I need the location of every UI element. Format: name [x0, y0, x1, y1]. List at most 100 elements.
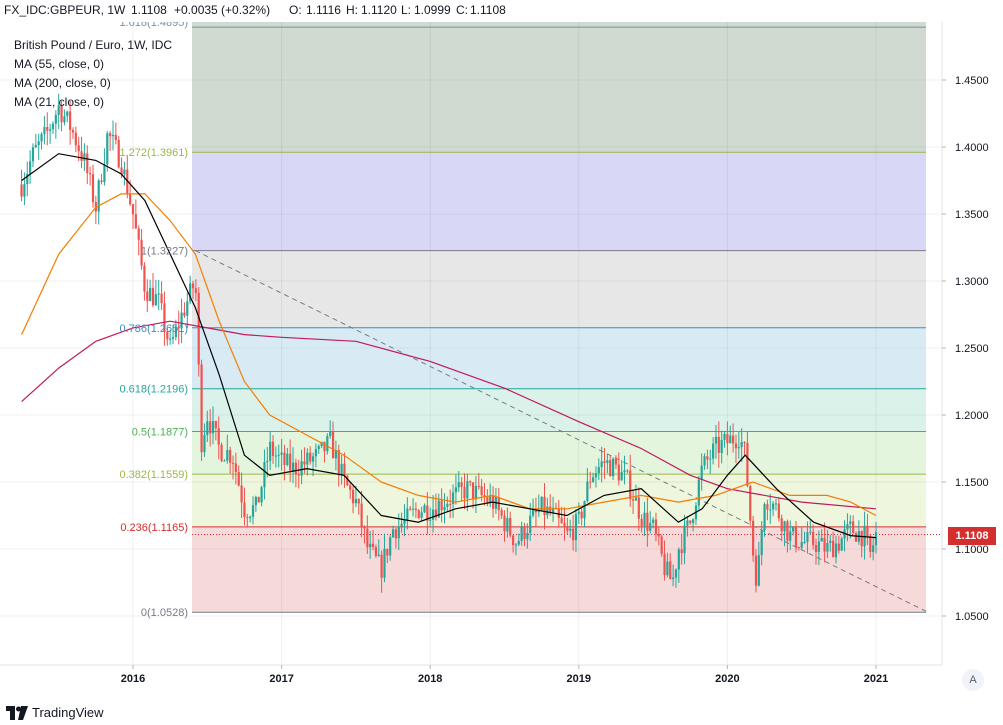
- candle-body: [329, 431, 332, 436]
- candle-body: [97, 180, 100, 212]
- ma55-line: [21, 153, 877, 539]
- candle-body: [337, 450, 340, 476]
- candle-body: [577, 511, 580, 514]
- candle-body: [400, 523, 403, 527]
- candle-body: [534, 509, 538, 513]
- candle-body: [737, 447, 740, 449]
- price-axis: 1.4500 1.4000 1.3500 1.3000 1.2500 1.2000 1.15…: [941, 22, 1003, 700]
- candle-body: [46, 127, 49, 131]
- fib-level-label: 0.5(1.1877): [132, 426, 188, 438]
- fib-level-label: 0.236(1.1165): [120, 522, 188, 534]
- candle-body: [306, 452, 309, 465]
- candle-body: [443, 506, 446, 511]
- candle-body: [363, 526, 366, 529]
- candle-body: [197, 292, 200, 365]
- candle-body: [146, 291, 149, 301]
- candle-body: [649, 522, 652, 531]
- candle-body: [320, 441, 323, 447]
- candle-body: [51, 123, 55, 130]
- ma200-line: [21, 320, 877, 510]
- candle-body: [603, 461, 606, 464]
- tradingview-brand[interactable]: TradingView: [32, 705, 104, 720]
- candle-body: [646, 512, 649, 531]
- time-axis: 2016 2017 2018 2019 2020 2021: [0, 664, 942, 700]
- candle-body: [214, 421, 217, 429]
- candle-body: [669, 561, 672, 580]
- candle-body: [446, 503, 449, 507]
- legend-title[interactable]: British Pound / Euro, 1W, IDC: [14, 38, 173, 52]
- candle-body: [826, 543, 829, 552]
- candle-body: [609, 460, 612, 477]
- candles-layer: [20, 93, 878, 593]
- candle-body: [183, 312, 186, 316]
- candle-body: [351, 489, 355, 504]
- candle-body: [692, 519, 695, 524]
- candle-body: [777, 503, 780, 519]
- price-tick-label: 1.1500: [955, 477, 989, 489]
- candle-body: [191, 283, 195, 289]
- candle-body: [840, 538, 843, 551]
- fib-level-label: 0.382(1.1559): [120, 469, 189, 481]
- tradingview-logo-icon[interactable]: [6, 706, 28, 720]
- candle-body: [734, 443, 738, 449]
- candle-body: [83, 153, 86, 161]
- candle-body: [469, 481, 472, 483]
- auto-scale-button[interactable]: A: [962, 669, 984, 691]
- fib-band: [192, 327, 926, 389]
- candle-body: [531, 509, 535, 516]
- candle-body: [63, 116, 66, 123]
- candle-body: [697, 479, 700, 506]
- header-close-value: 1.1108: [470, 3, 506, 17]
- candle-body: [506, 517, 509, 532]
- header-open-label: O:: [289, 3, 302, 17]
- candle-body: [537, 510, 540, 513]
- candle-body: [611, 458, 615, 477]
- candle-body: [129, 194, 132, 205]
- candle-body: [849, 521, 852, 525]
- candle-body: [389, 537, 392, 556]
- fib-band: [192, 250, 926, 328]
- candle-body: [814, 545, 818, 552]
- candle-body: [511, 535, 515, 546]
- candle-body: [837, 543, 840, 551]
- candle-body: [852, 521, 855, 534]
- candle-body: [663, 554, 666, 576]
- price-chart[interactable]: 1.618(1.4895) 1.272(1.3961) 1(1.3227) 0.786…: [0, 22, 1003, 700]
- candle-body: [37, 141, 40, 146]
- candle-body: [417, 510, 420, 518]
- time-tick-label: 2019: [567, 673, 591, 685]
- legend-ma55[interactable]: MA (55, close, 0): [14, 57, 105, 71]
- candle-body: [349, 485, 352, 490]
- candle-body: [672, 577, 675, 580]
- candle-body: [574, 513, 578, 541]
- candle-body: [614, 458, 618, 465]
- candle-body: [860, 531, 863, 547]
- header-symbol[interactable]: FX_IDC:GBPEUR, 1W: [4, 3, 126, 17]
- candle-body: [186, 301, 189, 316]
- candle-body: [314, 449, 317, 457]
- chart-header: FX_IDC:GBPEUR, 1W 1.1108 +0.0035 (+0.32%…: [0, 0, 1003, 22]
- candle-body: [834, 543, 838, 558]
- candle-body: [343, 463, 346, 477]
- fib-band: [192, 152, 926, 251]
- legend-ma200[interactable]: MA (200, close, 0): [14, 76, 111, 90]
- candle-body: [463, 486, 466, 499]
- candle-body: [251, 505, 255, 517]
- candle-body: [406, 508, 409, 520]
- legend-ma21[interactable]: MA (21, close, 0): [14, 95, 105, 109]
- candle-body: [403, 519, 406, 524]
- candle-body: [274, 455, 277, 457]
- candle-body: [71, 129, 75, 133]
- candle-body: [203, 435, 206, 453]
- candle-body: [380, 554, 383, 578]
- ma21-line: [21, 193, 877, 517]
- candle-body: [163, 303, 166, 332]
- candle-body: [360, 503, 363, 527]
- candle-body: [526, 533, 529, 540]
- fib-level-label: 0(1.0528): [141, 607, 188, 619]
- header-high-label: H:: [346, 3, 358, 17]
- candle-body: [217, 428, 220, 445]
- time-tick-label: 2021: [864, 673, 888, 685]
- candle-body: [397, 526, 400, 539]
- candle-body: [832, 540, 835, 558]
